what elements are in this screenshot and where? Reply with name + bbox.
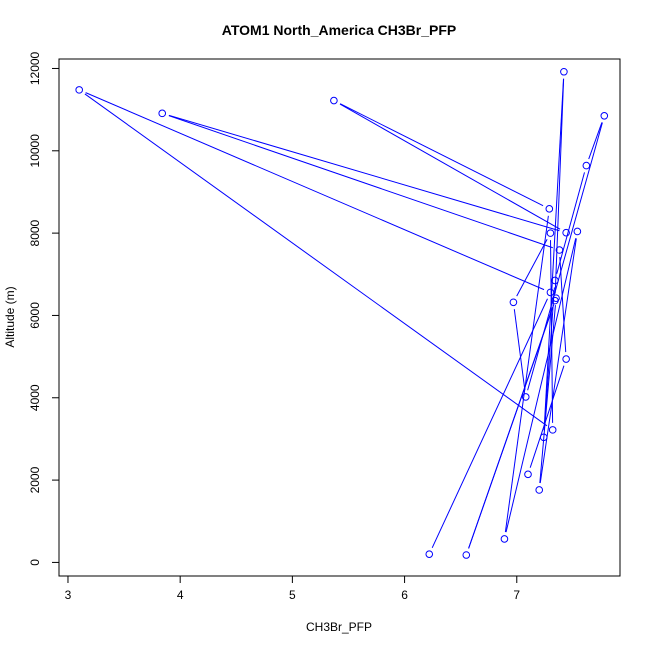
series-segment [543, 287, 555, 431]
y-axis-label: Altitude (m) [3, 286, 17, 347]
data-point [539, 433, 548, 442]
data-point [500, 535, 509, 543]
data-point [425, 550, 434, 558]
series-segment [431, 298, 548, 549]
y-tick-label: 10000 [28, 134, 42, 168]
series-segment [516, 239, 548, 297]
plot-frame [58, 58, 621, 577]
x-tick-label: 4 [177, 588, 184, 602]
series-segment [529, 365, 565, 468]
series-segment [505, 238, 577, 533]
series-segment [85, 92, 545, 291]
series-segment [168, 115, 553, 249]
data-point [562, 355, 570, 363]
x-tick-label: 7 [513, 588, 520, 602]
series-segment [504, 215, 549, 533]
series-layer [75, 67, 609, 559]
y-axis: 0 2000 4000 6000 8000 10000 12000 [28, 51, 60, 566]
data-point [552, 294, 560, 302]
series-segment [468, 304, 555, 549]
data-point [551, 276, 559, 285]
series-segment [543, 78, 565, 431]
data-point [546, 229, 555, 237]
x-axis-label: CH3Br_PFP [306, 620, 372, 634]
data-point [535, 486, 544, 494]
y-tick-label: 4000 [28, 384, 42, 411]
data-point [330, 96, 338, 105]
series-segment [539, 238, 577, 484]
data-point [562, 228, 570, 237]
data-point [545, 205, 554, 213]
series-segment [339, 103, 544, 207]
y-tick-label: 6000 [28, 302, 42, 329]
data-point [158, 109, 167, 118]
series-segment [527, 122, 603, 391]
x-tick-label: 5 [289, 588, 296, 602]
chart-title: ATOM1 North_America CH3Br_PFP [222, 22, 456, 38]
series-segment [554, 78, 565, 294]
y-tick-label: 12000 [28, 51, 42, 85]
data-point [548, 426, 557, 434]
data-point [560, 67, 568, 76]
data-point [521, 393, 530, 401]
data-point [555, 246, 564, 254]
x-tick-label: 3 [65, 588, 72, 602]
data-point [573, 227, 582, 236]
data-point [75, 86, 83, 94]
y-tick-label: 0 [28, 559, 42, 566]
series-segment [588, 122, 603, 160]
series-segment [168, 114, 560, 232]
x-tick-label: 6 [401, 588, 408, 602]
data-point [582, 161, 591, 170]
series-segment [559, 256, 567, 353]
data-point [524, 470, 532, 479]
y-tick-label: 2000 [28, 466, 42, 493]
x-axis: 3 4 5 6 7 [65, 575, 520, 602]
series-segment [513, 309, 526, 391]
data-point [462, 551, 471, 559]
data-point [509, 298, 518, 307]
series-segment [84, 93, 548, 427]
data-point [600, 112, 609, 120]
y-tick-label: 8000 [28, 219, 42, 246]
series-segment [556, 172, 585, 274]
data-point [546, 288, 555, 297]
series-segment [339, 103, 561, 230]
